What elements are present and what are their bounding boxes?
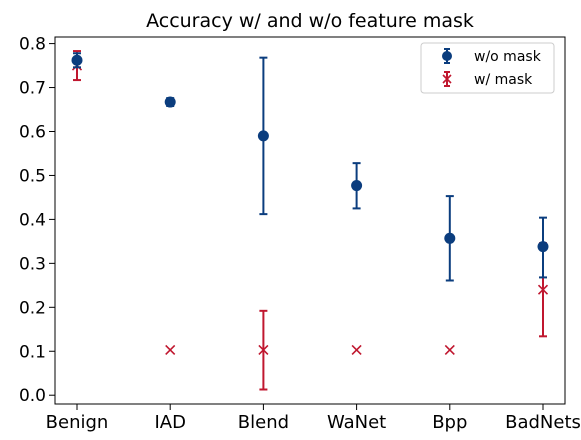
data-point — [165, 344, 176, 356]
x-tick-label: BadNets — [505, 412, 581, 433]
x-tick-label: Benign — [46, 412, 109, 433]
legend: w/o mask w/ mask — [420, 42, 555, 94]
data-point — [351, 344, 362, 356]
data-point — [257, 130, 269, 142]
data-point — [258, 344, 269, 356]
y-tick-label: 0.3 — [19, 254, 46, 274]
series-layer — [71, 50, 549, 391]
data-point — [71, 54, 83, 66]
y-tick-label: 0.0 — [19, 386, 46, 406]
plot-frame — [54, 36, 566, 405]
data-point — [164, 96, 176, 108]
y-tick-label: 0.5 — [19, 166, 46, 186]
data-point — [537, 284, 549, 295]
series-with-mask — [71, 50, 549, 391]
x-tick-label: WaNet — [327, 412, 386, 433]
data-point — [537, 241, 549, 253]
data-point — [351, 180, 363, 192]
x-tick-label: IAD — [154, 412, 185, 433]
data-point — [444, 232, 456, 244]
data-point — [444, 344, 455, 356]
x-tick-label: Blend — [238, 412, 289, 433]
x-tick-label: Bpp — [432, 412, 467, 433]
legend-label: w/ mask — [474, 72, 533, 88]
chart-title: Accuracy w/ and w/o feature mask — [146, 10, 474, 32]
legend-circle-marker-icon — [442, 51, 452, 61]
series-without-mask — [71, 52, 549, 282]
legend-box — [420, 42, 555, 94]
y-tick-label: 0.1 — [19, 342, 46, 362]
x-axis: Benign IAD Blend WaNet Bpp BadNets — [46, 404, 581, 433]
y-tick-label: 0.2 — [19, 298, 46, 318]
y-tick-label: 0.6 — [19, 122, 46, 142]
legend-label: w/o mask — [474, 49, 542, 65]
y-tick-label: 0.7 — [19, 79, 46, 99]
y-axis: 0.0 0.1 0.2 0.3 0.4 0.5 0.6 0.7 0.8 — [19, 35, 55, 406]
legend-entry: w/ mask — [442, 71, 533, 88]
y-tick-label: 0.4 — [19, 210, 46, 230]
y-tick-label: 0.8 — [19, 35, 46, 55]
legend-x-marker-icon — [442, 74, 452, 84]
legend-entry: w/o mask — [442, 48, 542, 65]
